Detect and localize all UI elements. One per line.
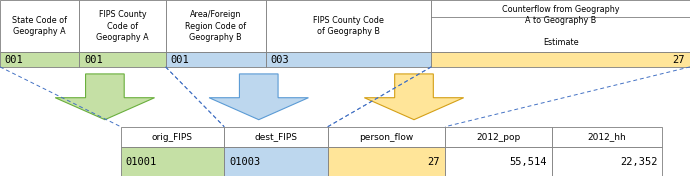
Text: orig_FIPS: orig_FIPS — [152, 133, 193, 142]
Text: 22,352: 22,352 — [620, 157, 658, 167]
Bar — [328, 127, 445, 147]
Text: 003: 003 — [270, 55, 289, 65]
Text: 27: 27 — [673, 55, 685, 65]
Text: FIPS County Code
of Geography B: FIPS County Code of Geography B — [313, 16, 384, 36]
Bar — [224, 127, 328, 147]
Bar — [121, 147, 224, 176]
Bar — [266, 0, 431, 52]
Text: 27: 27 — [428, 157, 440, 167]
Bar — [431, 52, 690, 67]
Text: 2012_hh: 2012_hh — [588, 133, 627, 142]
Text: Counterflow from Geography
A to Geography B

Estimate: Counterflow from Geography A to Geograph… — [502, 5, 620, 47]
Bar — [0, 52, 79, 67]
Polygon shape — [209, 74, 308, 120]
Text: 001: 001 — [84, 55, 103, 65]
Bar — [224, 147, 328, 176]
Bar — [79, 0, 166, 52]
Bar — [0, 0, 79, 52]
Text: Area/Foreign
Region Code of
Geography B: Area/Foreign Region Code of Geography B — [185, 11, 246, 42]
Bar — [552, 127, 662, 147]
Bar — [445, 147, 552, 176]
Text: State Code of
Geography A: State Code of Geography A — [12, 16, 67, 36]
Text: 001: 001 — [170, 55, 189, 65]
Bar — [445, 127, 552, 147]
Bar — [552, 147, 662, 176]
Text: dest_FIPS: dest_FIPS — [255, 133, 297, 142]
Text: 55,514: 55,514 — [510, 157, 547, 167]
Bar — [328, 147, 445, 176]
Bar — [166, 52, 266, 67]
Text: FIPS County
Code of
Geography A: FIPS County Code of Geography A — [96, 11, 149, 42]
Text: 01003: 01003 — [229, 157, 260, 167]
Text: 001: 001 — [5, 55, 23, 65]
Bar — [431, 0, 690, 52]
Polygon shape — [364, 74, 464, 120]
Bar — [79, 52, 166, 67]
Bar — [266, 52, 431, 67]
Bar — [166, 0, 266, 52]
Bar — [121, 127, 224, 147]
Text: 01001: 01001 — [126, 157, 157, 167]
Text: 2012_pop: 2012_pop — [476, 133, 521, 142]
Polygon shape — [55, 74, 155, 120]
Text: person_flow: person_flow — [359, 133, 413, 142]
